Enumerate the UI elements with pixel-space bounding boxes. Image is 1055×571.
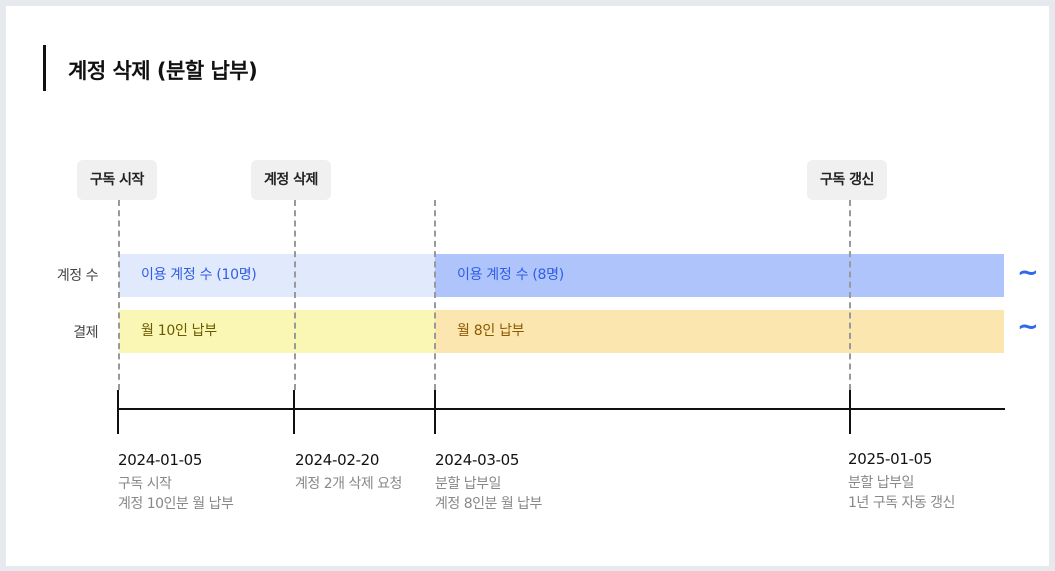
marker-account-delete: 계정 삭제 <box>251 160 331 200</box>
event-date: 2024-01-05 <box>118 451 203 469</box>
event-desc: 분할 납부일 <box>435 476 501 492</box>
continuation-tilde-payment: ~ <box>1017 312 1039 342</box>
timeline-event: 2025-01-05 분할 납부일 1년 구독 자동 갱신 <box>848 450 955 513</box>
event-desc: 구독 시작 <box>118 476 172 492</box>
bar-payment-8: 월 8인 납부 <box>435 310 1004 353</box>
timeline-event: 2024-01-05 구독 시작 계정 10인분 월 납부 <box>118 451 234 514</box>
dashed-guide-line <box>849 200 851 390</box>
row-label-accounts: 계정 수 <box>56 268 99 284</box>
dashed-guide-line <box>434 200 436 390</box>
event-date: 2024-02-20 <box>295 451 380 469</box>
title-accent-bar <box>43 45 46 91</box>
bar-payment-10: 월 10인 납부 <box>119 310 435 353</box>
bar-accounts-10: 이용 계정 수 (10명) <box>119 254 435 297</box>
timeline-tick <box>849 390 851 434</box>
timeline-tick <box>434 390 436 434</box>
row-label-payment: 결제 <box>73 325 98 341</box>
page-title: 계정 삭제 (분할 납부) <box>68 59 258 83</box>
dashed-guide-line <box>294 200 296 390</box>
event-desc: 계정 10인분 월 납부 <box>118 496 234 512</box>
timeline-tick <box>117 390 119 434</box>
timeline-event: 2024-02-20 계정 2개 삭제 요청 <box>295 451 402 494</box>
event-date: 2025-01-05 <box>848 450 933 468</box>
marker-subscription-start: 구독 시작 <box>77 160 157 200</box>
continuation-tilde-accounts: ~ <box>1017 258 1039 288</box>
event-desc: 분할 납부일 <box>848 475 914 491</box>
event-desc: 계정 8인분 월 납부 <box>435 496 542 512</box>
timeline-tick <box>293 390 295 434</box>
marker-subscription-renew: 구독 갱신 <box>807 160 887 200</box>
event-desc: 1년 구독 자동 갱신 <box>848 495 955 511</box>
event-date: 2024-03-05 <box>435 451 520 469</box>
event-desc: 계정 2개 삭제 요청 <box>295 476 402 492</box>
timeline-event: 2024-03-05 분할 납부일 계정 8인분 월 납부 <box>435 451 542 514</box>
bar-accounts-8: 이용 계정 수 (8명) <box>435 254 1004 297</box>
timeline-axis <box>118 408 1005 410</box>
dashed-guide-line <box>118 200 120 390</box>
